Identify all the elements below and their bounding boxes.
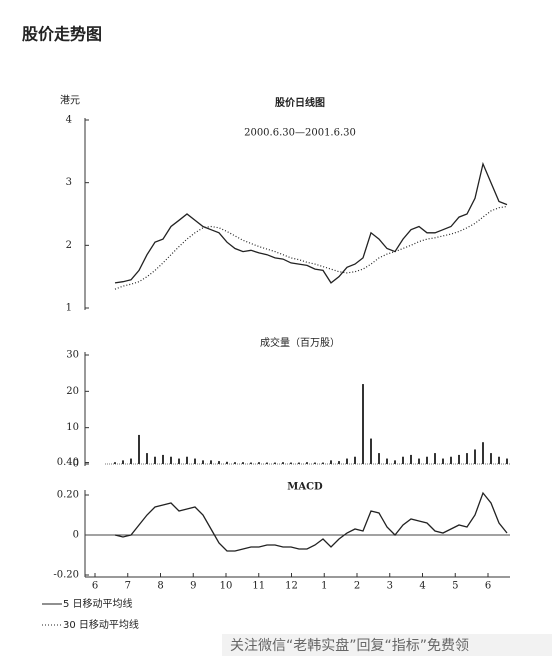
- watermark-bg: [222, 634, 552, 656]
- y-tick-label: 0.40: [57, 457, 79, 468]
- bar: [210, 460, 212, 464]
- x-tick-label: 10: [220, 581, 233, 592]
- bar: [194, 458, 196, 464]
- bar: [418, 458, 420, 464]
- bar: [314, 462, 316, 464]
- series-line: [114, 161, 508, 284]
- y-tick-label: 2: [66, 240, 72, 251]
- chart-title: 成交量（百万股）: [260, 336, 340, 349]
- bar: [242, 462, 244, 464]
- y-tick-label: 10: [66, 422, 79, 433]
- x-tick-label: 3: [387, 581, 393, 592]
- y-tick-label: 4: [66, 115, 72, 126]
- bar: [466, 453, 468, 464]
- y-tick-label: 3: [66, 177, 72, 188]
- bar: [266, 462, 268, 464]
- bar: [410, 454, 412, 464]
- bar: [146, 453, 148, 464]
- chart-subtitle: 2000.6.30—2001.6.30: [244, 128, 356, 139]
- y-tick-label: 0: [73, 530, 79, 541]
- watermark: 关注微信“老韩实盘”回复“指标”免费领: [230, 637, 469, 654]
- bar: [306, 462, 308, 464]
- bar: [122, 460, 124, 464]
- bar: [322, 462, 324, 464]
- x-tick-label: 8: [157, 581, 163, 592]
- chart-title: 股价日线图: [275, 96, 325, 109]
- bar: [138, 434, 140, 464]
- bar: [130, 458, 132, 464]
- bar: [170, 456, 172, 464]
- x-tick-label: 5: [452, 581, 458, 592]
- x-tick-label: 1: [321, 581, 327, 592]
- bar: [154, 456, 156, 464]
- bar: [402, 456, 404, 464]
- legend-label: 30 日移动平均线: [63, 618, 139, 631]
- bar: [378, 453, 380, 464]
- legend-label: 5 日移动平均线: [63, 597, 133, 610]
- series-line: [114, 491, 508, 552]
- bar: [370, 438, 372, 464]
- bar: [482, 442, 484, 464]
- y-tick-label: 0: [73, 459, 79, 470]
- bar: [490, 453, 492, 464]
- bar: [362, 384, 364, 464]
- bar: [274, 462, 276, 464]
- x-tick-label: 7: [125, 581, 131, 592]
- y-tick-label: 30: [66, 350, 79, 361]
- bar: [354, 456, 356, 464]
- bar: [226, 461, 228, 464]
- x-tick-label: 9: [190, 581, 196, 592]
- x-tick-label: 6: [485, 581, 491, 592]
- bar: [282, 462, 284, 464]
- bar: [426, 456, 428, 464]
- bar: [250, 462, 252, 464]
- bar: [346, 458, 348, 464]
- bar: [458, 454, 460, 464]
- bar: [434, 453, 436, 464]
- bar: [114, 462, 116, 464]
- x-tick-label: 2: [354, 581, 360, 592]
- bar: [338, 461, 340, 464]
- page-title: 股价走势图: [22, 25, 102, 44]
- bar: [474, 449, 476, 464]
- bar: [330, 460, 332, 464]
- bar: [234, 462, 236, 464]
- bar: [442, 458, 444, 464]
- y-tick-label: 20: [66, 386, 79, 397]
- bar: [386, 458, 388, 464]
- bar: [394, 460, 396, 464]
- bar: [258, 462, 260, 464]
- x-tick-label: 4: [419, 581, 425, 592]
- bar: [298, 462, 300, 464]
- bar: [218, 461, 220, 464]
- bar: [450, 456, 452, 464]
- bar: [506, 458, 508, 464]
- bar: [202, 460, 204, 464]
- bar: [178, 458, 180, 464]
- bar: [186, 456, 188, 464]
- bar: [498, 456, 500, 464]
- y-axis-label: 港元: [60, 95, 80, 107]
- y-tick-label: 0.20: [57, 490, 79, 501]
- y-tick-label: -0.20: [53, 570, 79, 581]
- x-tick-label: 11: [252, 581, 265, 592]
- bar: [290, 462, 292, 464]
- x-tick-label: 6: [92, 581, 98, 592]
- chart-title: MACD: [287, 482, 323, 493]
- bar: [162, 454, 164, 464]
- series-line: [114, 205, 508, 290]
- y-tick-label: 1: [66, 303, 72, 314]
- x-tick-label: 12: [285, 581, 298, 592]
